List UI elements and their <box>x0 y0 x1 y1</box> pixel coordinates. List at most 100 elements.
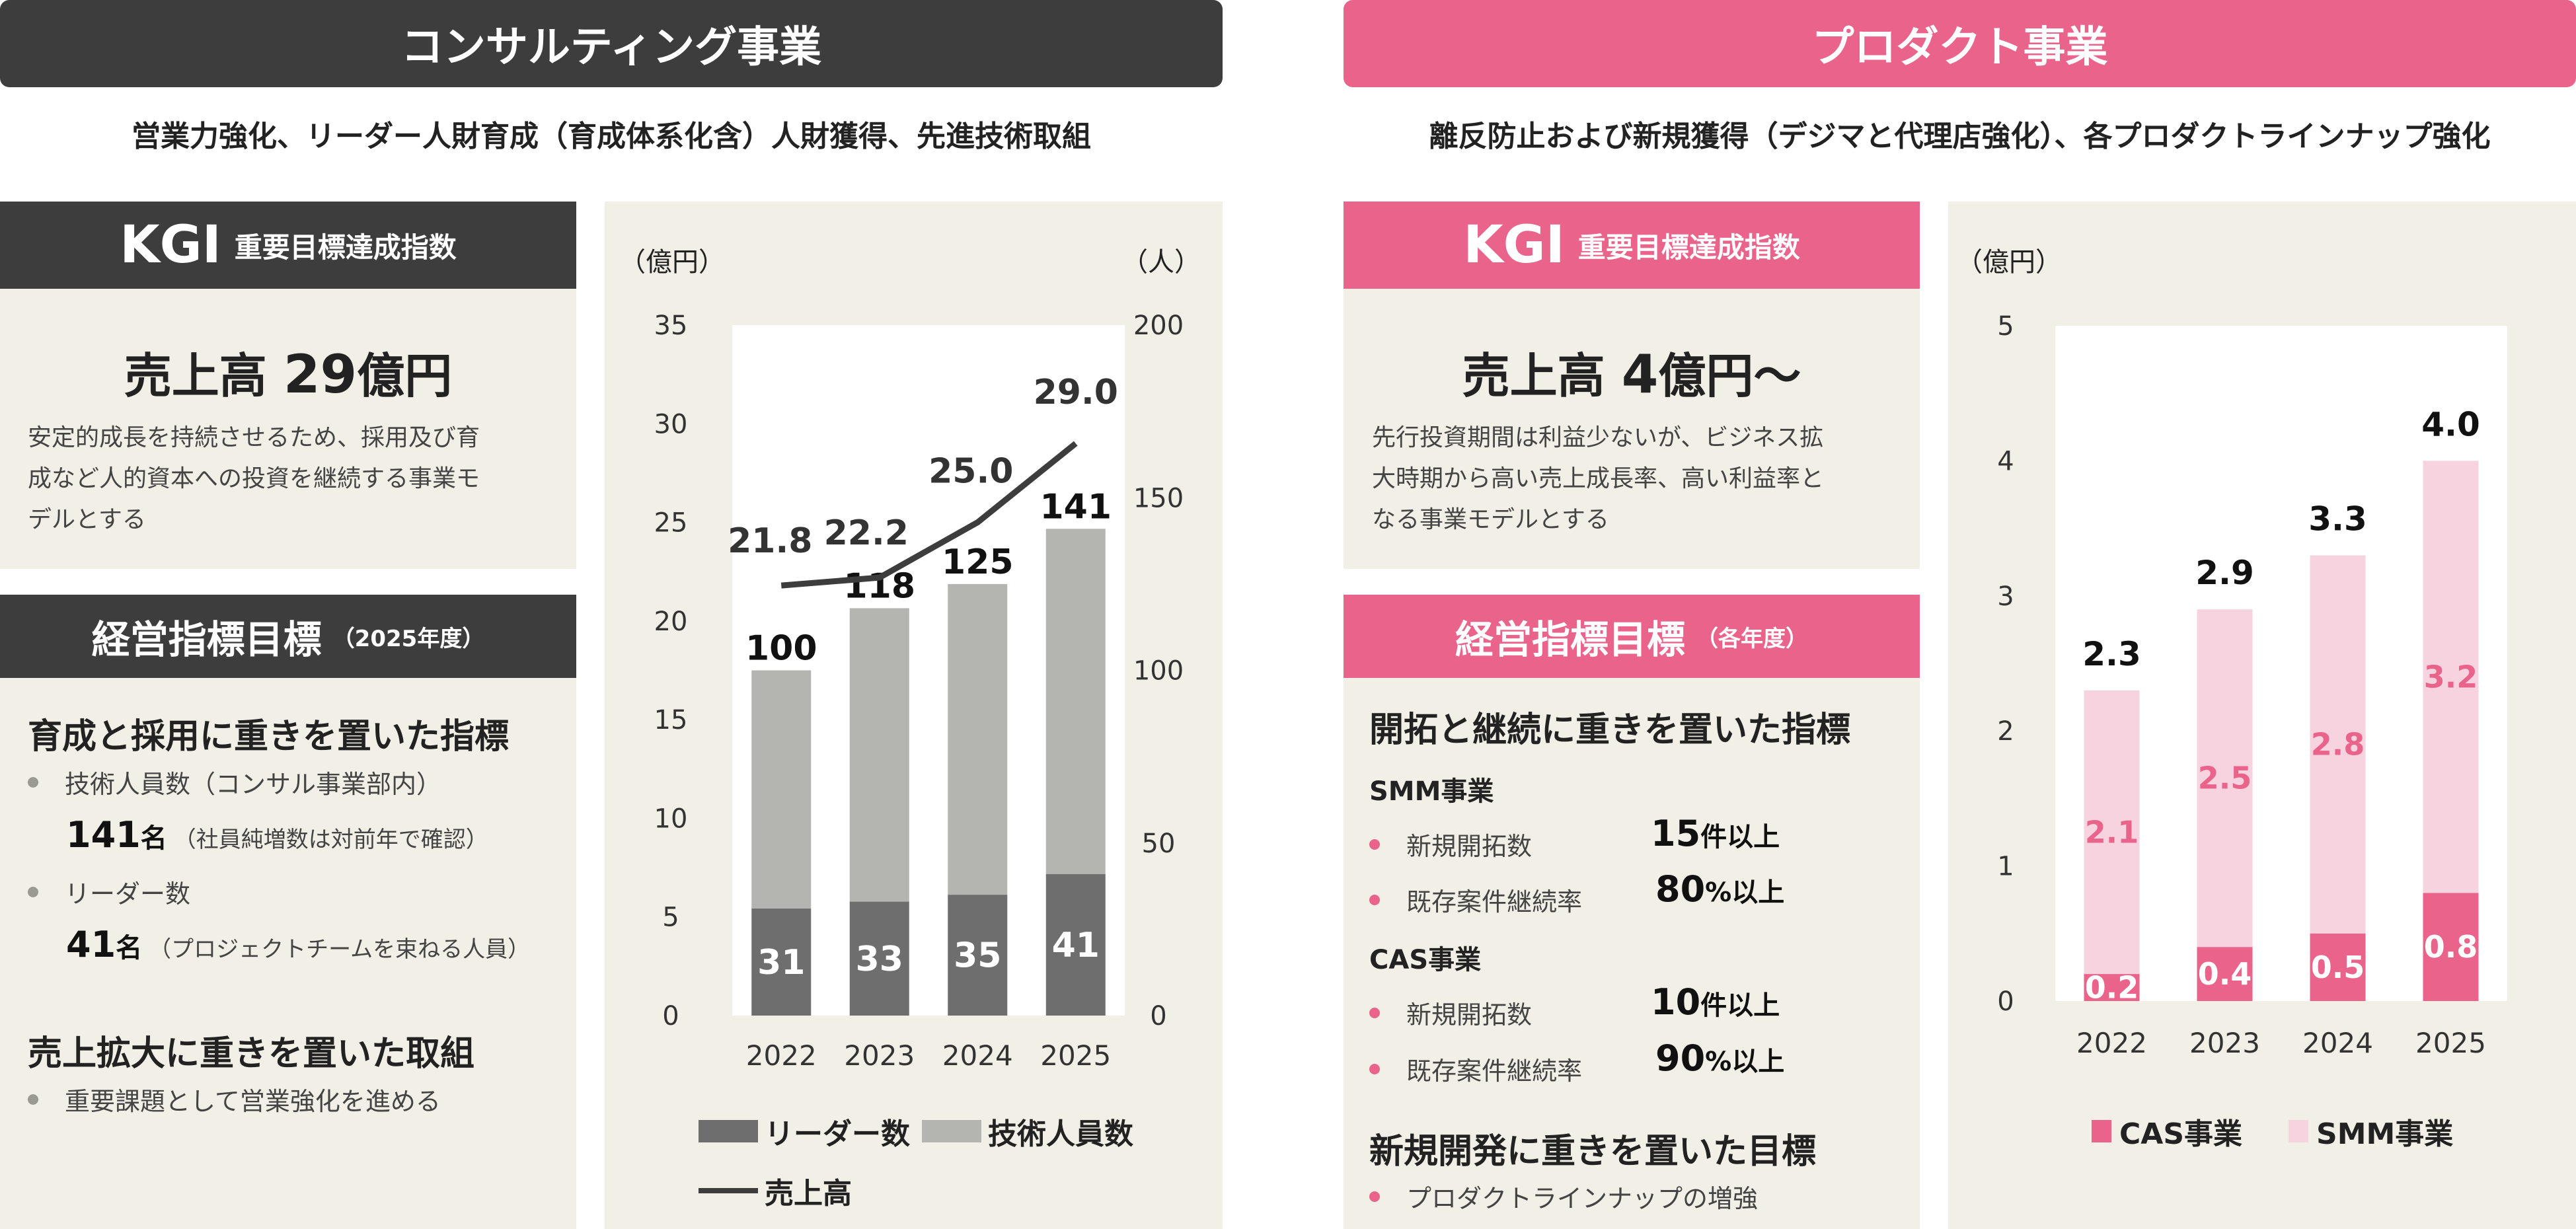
x-tick-label: 2024 <box>942 1039 1013 1072</box>
bar-leader <box>1045 874 1106 1016</box>
list-item: リーダー数 <box>28 874 190 910</box>
cas-retention-target: 90%以上 <box>1655 1037 1785 1079</box>
y-tick-left: 5 <box>662 903 679 933</box>
x-tick-label: 2024 <box>2302 1027 2373 1059</box>
tech-staff-value-label: 125 <box>942 542 1014 582</box>
consulting-legend-line: 売上高 <box>699 1170 852 1212</box>
list-item: 技術人員数（コンサル事業部内） <box>28 764 441 800</box>
leader-value-label: 33 <box>856 940 903 979</box>
y-tick-left: 25 <box>654 508 688 539</box>
consulting-mgmt-box <box>0 678 576 1229</box>
legend-swatch-smm <box>2289 1120 2309 1142</box>
y-tick-left: 15 <box>654 705 688 735</box>
total-value-label: 4.0 <box>2421 405 2480 443</box>
product-chart: （億円） 0 1 2 3 4 5 0.2 2.1 2.3 2022 0.4 2.5 2.9 2023 0.5 2… <box>1956 247 2507 1059</box>
y-tick-left: 0 <box>662 1001 679 1031</box>
leader-target: 41名 （プロジェクトチームを束ねる人員） <box>66 924 531 965</box>
legend-swatch-cas <box>2092 1120 2111 1142</box>
y-tick: 2 <box>1997 716 2014 747</box>
consulting-subtitle: 営業力強化、リーダー人財育成（育成体系化含）人財獲得、先進技術取組 <box>132 120 1091 153</box>
sales-value-label: 25.0 <box>928 452 1013 492</box>
bar-smm <box>2310 555 2366 934</box>
legend-swatch-leader <box>699 1120 758 1142</box>
y-tick-left: 35 <box>654 311 688 341</box>
bullet-icon <box>1369 1191 1380 1202</box>
sales-value-label: 22.2 <box>824 513 909 553</box>
bullet-icon <box>1369 838 1380 850</box>
list-item: 既存案件継続率 <box>1369 881 1582 918</box>
total-value-label: 2.3 <box>2082 635 2141 673</box>
consulting-section-1: 育成と採用に重きを置いた指標 <box>28 717 510 757</box>
bar-leader <box>849 901 909 1016</box>
kgi-sublabel: 重要目標達成指数 <box>234 231 457 264</box>
y-tick-right: 0 <box>1150 1001 1166 1031</box>
smm-new-target: 15件以上 <box>1651 813 1780 854</box>
product-section-2: 新規開発に重きを置いた目標 <box>1369 1132 1817 1172</box>
list-item: 重要課題として営業強化を進める <box>28 1081 441 1117</box>
product-legend: CAS事業 SMM事業 <box>2092 1110 2453 1152</box>
leader-value-label: 31 <box>757 943 805 983</box>
legend-label-cas: CAS事業 <box>2119 1117 2243 1151</box>
smm-value-label: 2.5 <box>2198 761 2252 796</box>
legend-swatch-tech <box>922 1120 981 1142</box>
consulting-kgi-description: 安定的成長を持続させるため、採用及び育 成など人的資本への投資を継続する事業モ … <box>28 424 480 533</box>
cas-value-label: 0.8 <box>2424 929 2478 965</box>
y-tick-left: 30 <box>654 409 688 439</box>
cas-title: CAS事業 <box>1369 945 1482 975</box>
kgi-label: KGI <box>120 215 221 275</box>
smm-retention-target: 80%以上 <box>1655 868 1785 910</box>
y-tick: 3 <box>1997 581 2014 612</box>
bar-smm <box>2084 690 2140 975</box>
bar-leader <box>948 895 1008 1016</box>
smm-value-label: 2.1 <box>2085 815 2139 850</box>
bar-tech-staff <box>751 670 812 909</box>
y-tick: 1 <box>1997 852 2014 882</box>
legend-swatch-sales <box>699 1188 758 1193</box>
y-tick-right: 200 <box>1133 311 1184 341</box>
consulting-banner: コンサルティング事業 <box>0 0 1223 87</box>
product-subtitle: 離反防止および新規獲得（デジマと代理店強化）、各プロダクトラインナップ強化 <box>1429 120 2491 153</box>
cas-value-label: 0.2 <box>2085 970 2139 1006</box>
bullet-icon <box>28 886 38 897</box>
product-kgi-box <box>1344 289 1920 569</box>
bar-smm <box>2423 461 2479 893</box>
x-tick-label: 2025 <box>2415 1027 2486 1059</box>
y-axis-unit-left: （億円） <box>619 247 725 278</box>
x-tick-label: 2022 <box>746 1039 817 1072</box>
tech-staff-value-label: 100 <box>745 629 817 669</box>
bullet-icon <box>28 1094 38 1105</box>
smm-value-label: 3.2 <box>2424 659 2478 694</box>
legend-label-leader: リーダー数 <box>765 1117 910 1151</box>
consulting-kgi-header: KGI 重要目標達成指数 <box>0 202 576 289</box>
product-section-1: 開拓と継続に重きを置いた指標 <box>1369 710 1851 750</box>
consulting-kgi-value: 売上高 29億円 <box>124 344 453 405</box>
y-tick-right: 150 <box>1133 483 1184 513</box>
consulting-legend: リーダー数 技術人員数 <box>699 1110 1133 1152</box>
cas-new-target: 10件以上 <box>1651 981 1780 1023</box>
consulting-chart: （億円） （人）051015202530350501001502003110020… <box>619 247 1201 1072</box>
y-tick-left: 10 <box>654 803 688 834</box>
x-tick-label: 2023 <box>2189 1027 2260 1059</box>
y-axis-unit-right: （人） <box>1121 247 1201 278</box>
y-tick-left: 20 <box>654 607 688 637</box>
bullet-icon <box>1369 1063 1380 1074</box>
bullet-icon <box>1369 894 1380 905</box>
bar-leader <box>751 909 812 1016</box>
smm-title: SMM事業 <box>1369 776 1494 807</box>
tech-staff-value-label: 141 <box>1040 487 1112 527</box>
total-value-label: 2.9 <box>2195 554 2254 592</box>
product-mgmt-box <box>1344 678 1920 1229</box>
consulting-kgi-box <box>0 289 576 569</box>
tech-staff-value-label: 118 <box>843 566 915 606</box>
product-kgi-value: 売上高 4億円〜 <box>1462 344 1801 405</box>
bar-cas <box>2197 947 2253 1001</box>
list-item: プロダクトラインナップの増強 <box>1369 1178 1758 1214</box>
legend-label-smm: SMM事業 <box>2316 1117 2454 1151</box>
bar-tech-staff <box>849 608 909 902</box>
x-tick-label: 2025 <box>1040 1039 1111 1072</box>
sales-value-label: 21.8 <box>728 521 812 561</box>
leader-value-label: 41 <box>1052 926 1100 965</box>
smm-value-label: 2.8 <box>2311 727 2365 763</box>
bullet-icon <box>28 776 38 788</box>
list-item: 新規開拓数 <box>1369 826 1532 862</box>
